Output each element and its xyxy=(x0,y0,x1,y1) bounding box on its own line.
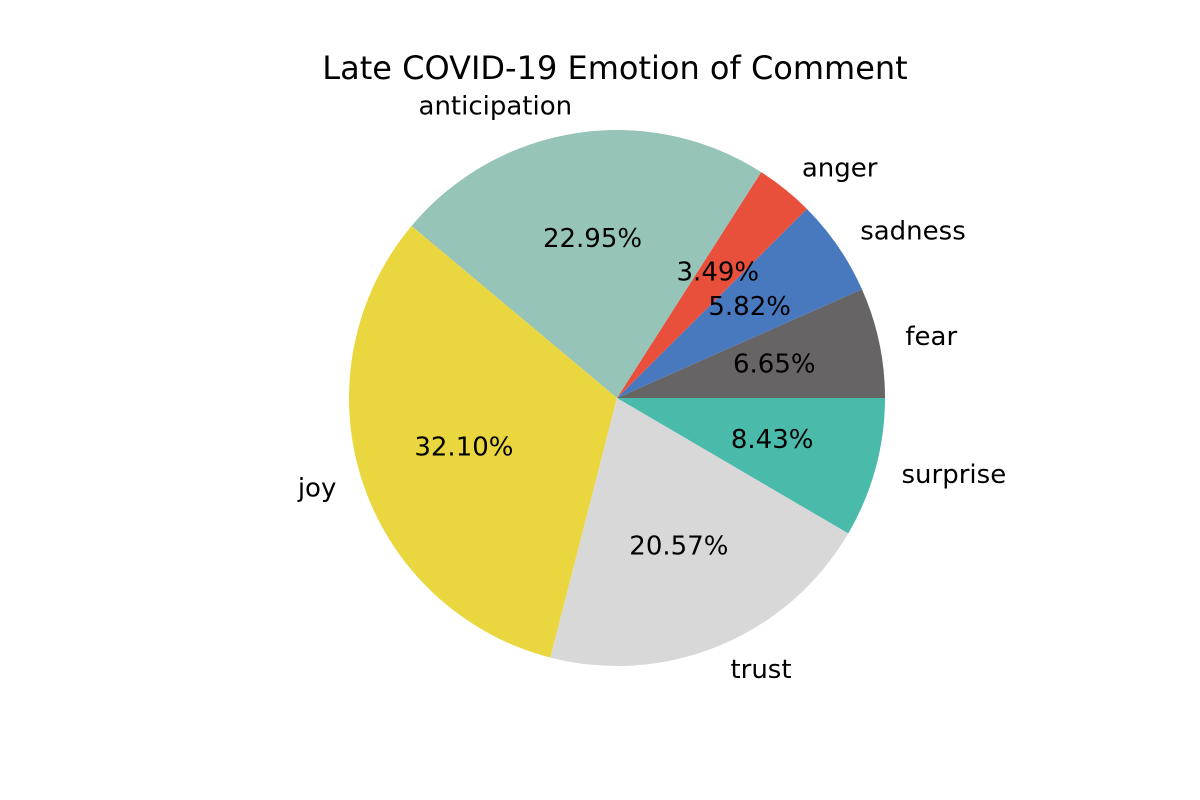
slices-layer xyxy=(349,129,885,666)
pie-slice-trust xyxy=(550,398,849,666)
slice-label-surprise: surprise xyxy=(902,460,1007,490)
slice-label-joy: joy xyxy=(297,473,337,503)
slice-label-sadness: sadness xyxy=(860,216,966,246)
slice-label-anticipation: anticipation xyxy=(419,92,573,122)
chart-title: Late COVID-19 Emotion of Comment xyxy=(322,49,907,87)
pie-slice-anticipation xyxy=(411,129,762,398)
slice-pct-anger: 3.49% xyxy=(677,258,760,288)
labels-layer: fear 6.65% sadness 5.82% anger 3.49% anticipat… xyxy=(297,92,1006,685)
pie-slice-anger xyxy=(617,172,807,398)
slice-pct-joy: 32.10% xyxy=(414,432,513,462)
slice-pct-trust: 20.57% xyxy=(629,531,728,561)
pie-slice-surprise xyxy=(617,398,885,534)
slice-label-fear: fear xyxy=(905,322,957,352)
slice-label-anger: anger xyxy=(802,153,878,183)
slice-label-trust: trust xyxy=(730,655,791,685)
slice-pct-surprise: 8.43% xyxy=(731,425,814,455)
slice-pct-anticipation: 22.95% xyxy=(543,224,642,254)
slice-pct-sadness: 5.82% xyxy=(708,292,791,322)
slice-pct-fear: 6.65% xyxy=(733,350,816,380)
pie-slice-joy xyxy=(349,225,617,658)
pie-slice-sadness xyxy=(617,208,862,398)
pie-slice-fear xyxy=(617,289,885,398)
